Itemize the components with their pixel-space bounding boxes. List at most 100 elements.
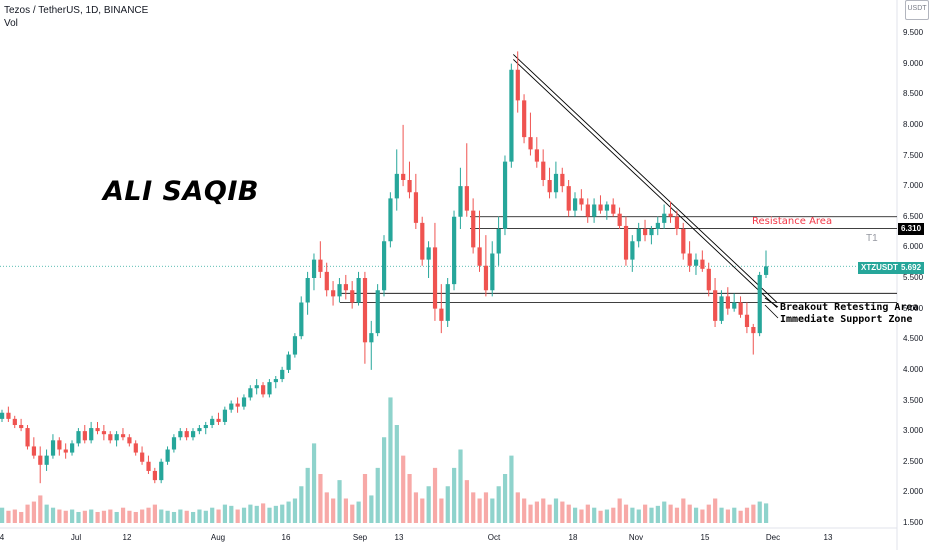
candle-body xyxy=(598,204,603,211)
last-price-tag: 5.692 xyxy=(898,262,925,274)
volume-bar xyxy=(662,501,667,523)
candle-body xyxy=(693,259,699,266)
volume-bar xyxy=(140,509,145,523)
candle-body xyxy=(464,186,469,211)
candle-body xyxy=(413,192,419,223)
candle-body xyxy=(700,259,705,269)
volume-bar xyxy=(114,511,119,523)
candle-body xyxy=(356,278,361,303)
volume-bar xyxy=(216,509,221,523)
volume-bar xyxy=(6,510,11,523)
volume-bar xyxy=(649,507,654,523)
candle-body xyxy=(452,216,457,285)
trendline-upper xyxy=(513,54,778,303)
volume-bar xyxy=(725,509,730,523)
volume-bar xyxy=(50,507,56,523)
resistance-area-label: Resistance Area xyxy=(752,216,833,227)
candle-body xyxy=(350,290,355,303)
candle-body xyxy=(617,213,622,226)
time-tick-label: Aug xyxy=(210,533,226,542)
candle-body xyxy=(254,385,259,389)
candle-body xyxy=(382,241,387,291)
candle-body xyxy=(267,382,272,395)
candle-body xyxy=(235,403,240,407)
volume-bar xyxy=(681,498,686,523)
volume-bar xyxy=(82,510,87,523)
time-tick-label: 4 xyxy=(0,533,5,542)
price-tick-label: 5.000 xyxy=(903,303,924,313)
candle-body xyxy=(165,449,170,462)
candle-body xyxy=(171,437,177,450)
volume-bar xyxy=(483,492,489,523)
volume-bar xyxy=(604,509,610,523)
candle-body xyxy=(528,137,533,150)
volume-bar xyxy=(528,504,533,523)
candle-body xyxy=(560,173,565,187)
candle-body xyxy=(76,431,81,444)
volume-bar xyxy=(598,510,603,523)
volume-bar xyxy=(369,495,374,523)
candle-body xyxy=(127,437,132,444)
volume-bar xyxy=(630,507,635,523)
volume-bar xyxy=(178,509,183,523)
candle-body xyxy=(738,302,743,315)
candle-body xyxy=(445,284,450,321)
candle-body xyxy=(241,397,247,407)
candle-body xyxy=(63,449,68,453)
volume-bar xyxy=(350,504,355,523)
volume-bar xyxy=(235,509,240,523)
volume-bar xyxy=(63,510,68,523)
candle-body xyxy=(299,302,304,337)
volume-bar xyxy=(248,504,253,523)
volume-bar xyxy=(471,492,476,523)
volume-bar xyxy=(57,509,62,523)
volume-bar xyxy=(254,505,259,523)
candle-body xyxy=(573,198,578,211)
candle-body xyxy=(50,440,56,456)
candle-body xyxy=(248,388,253,398)
currency-button[interactable]: USDT xyxy=(905,0,929,20)
volume-bar xyxy=(719,507,724,523)
candle-body xyxy=(496,229,501,254)
volume-bar xyxy=(267,507,272,523)
volume-bar xyxy=(286,501,291,523)
support-pointer xyxy=(764,304,779,319)
volume-bar xyxy=(101,510,107,523)
candle-body xyxy=(337,284,342,297)
volume-bar xyxy=(432,467,438,523)
candle-body xyxy=(12,418,17,425)
symbol-price-tag: XTZUSDT xyxy=(858,262,901,274)
candle-body xyxy=(369,333,374,343)
candle-body xyxy=(547,180,552,193)
candle-body xyxy=(44,455,49,465)
volume-bar xyxy=(617,498,622,523)
volume-bar xyxy=(89,509,94,523)
volume-bar xyxy=(203,510,208,523)
volume-bar xyxy=(502,474,508,523)
volume-bar xyxy=(560,501,565,523)
volume-bar xyxy=(687,504,692,523)
volume-bar xyxy=(706,504,711,523)
volume-bar xyxy=(120,507,126,523)
price-tick-label: 1.500 xyxy=(903,518,924,527)
candle-body xyxy=(6,412,11,419)
volume-bar xyxy=(738,510,743,523)
volume-bar xyxy=(592,507,597,523)
candle-body xyxy=(286,354,291,370)
volume-bar xyxy=(152,504,157,523)
time-tick-label: 18 xyxy=(568,533,578,542)
time-tick-label: Nov xyxy=(628,533,644,542)
volume-bar xyxy=(19,511,24,523)
candle-body xyxy=(732,302,737,309)
candle-body xyxy=(636,229,641,242)
volume-bar xyxy=(133,511,138,523)
candle-body xyxy=(222,409,228,422)
volume-bar xyxy=(668,504,673,523)
candle-body xyxy=(375,290,380,334)
volume-bar xyxy=(280,504,285,523)
symbol-title: Tezos / TetherUS, 1D, BINANCE xyxy=(4,5,149,16)
volume-bar xyxy=(439,498,444,523)
candle-body xyxy=(89,428,94,441)
volume-bar xyxy=(579,509,584,523)
